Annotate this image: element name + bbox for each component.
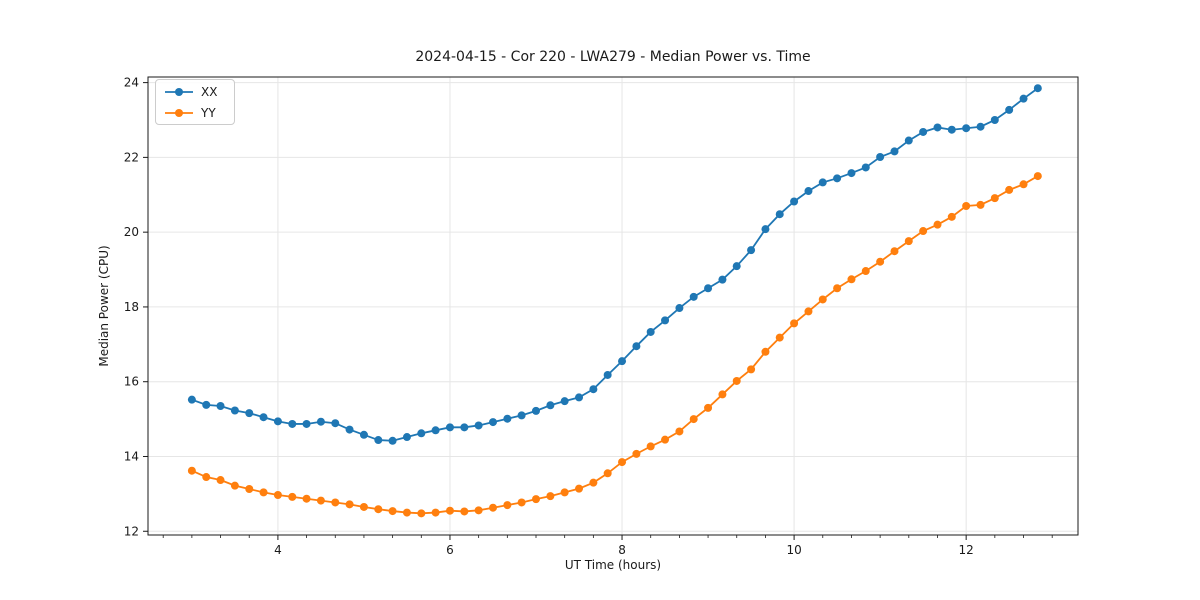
y-tick-label: 18 — [124, 300, 139, 314]
legend-label-yy: YY — [201, 105, 216, 120]
legend-marker-yy — [165, 108, 193, 117]
y-tick-label: 14 — [124, 449, 139, 463]
y-tick-label: 24 — [124, 76, 139, 90]
y-tick-label: 16 — [124, 375, 139, 389]
y-tick-label: 20 — [124, 225, 139, 239]
legend-item-xx: XX — [164, 83, 226, 100]
x-tick-label: 4 — [274, 543, 282, 557]
x-axis-label: UT Time (hours) — [564, 558, 662, 572]
legend-marker-xx — [165, 87, 193, 96]
chart-title: 2024-04-15 - Cor 220 - LWA279 - Median P… — [415, 49, 811, 65]
plot-spines — [147, 76, 1079, 536]
x-tick-label: 6 — [446, 543, 454, 557]
y-tick-label: 12 — [124, 524, 139, 538]
y-tick-label: 22 — [124, 150, 139, 164]
series-YY-markers — [187, 172, 1042, 518]
x-tick-label: 10 — [786, 543, 801, 557]
series-YY-line — [191, 175, 1039, 515]
legend-item-yy: YY — [164, 104, 226, 121]
x-tick-label: 12 — [959, 543, 974, 557]
legend: XX YY — [155, 79, 235, 125]
axis-ticks — [143, 82, 1053, 540]
legend-label-xx: XX — [201, 84, 218, 99]
series-XX-markers — [187, 84, 1042, 445]
x-tick-label: 8 — [618, 543, 626, 557]
tick-labels: 4 6 8 10 12 12 14 16 18 20 22 24 — [124, 76, 974, 557]
gridlines — [148, 77, 1078, 535]
